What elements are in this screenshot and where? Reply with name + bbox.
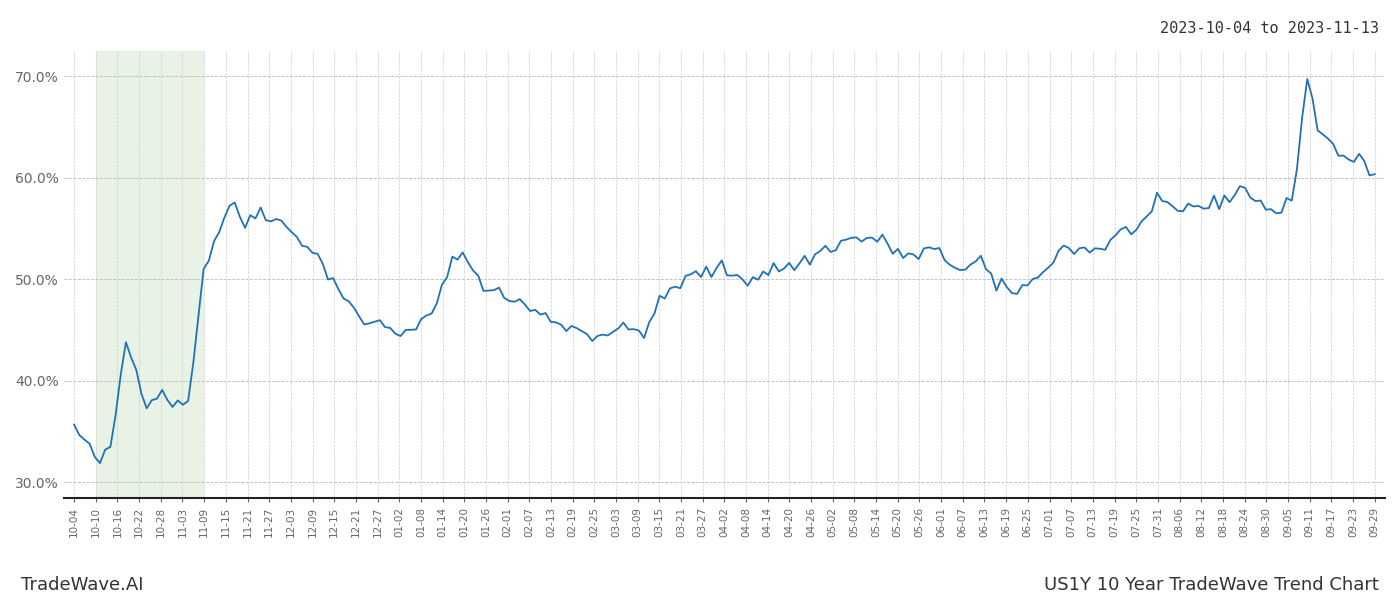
Text: US1Y 10 Year TradeWave Trend Chart: US1Y 10 Year TradeWave Trend Chart <box>1044 576 1379 594</box>
Text: TradeWave.AI: TradeWave.AI <box>21 576 143 594</box>
Bar <box>95 51 204 498</box>
Text: 2023-10-04 to 2023-11-13: 2023-10-04 to 2023-11-13 <box>1161 21 1379 36</box>
